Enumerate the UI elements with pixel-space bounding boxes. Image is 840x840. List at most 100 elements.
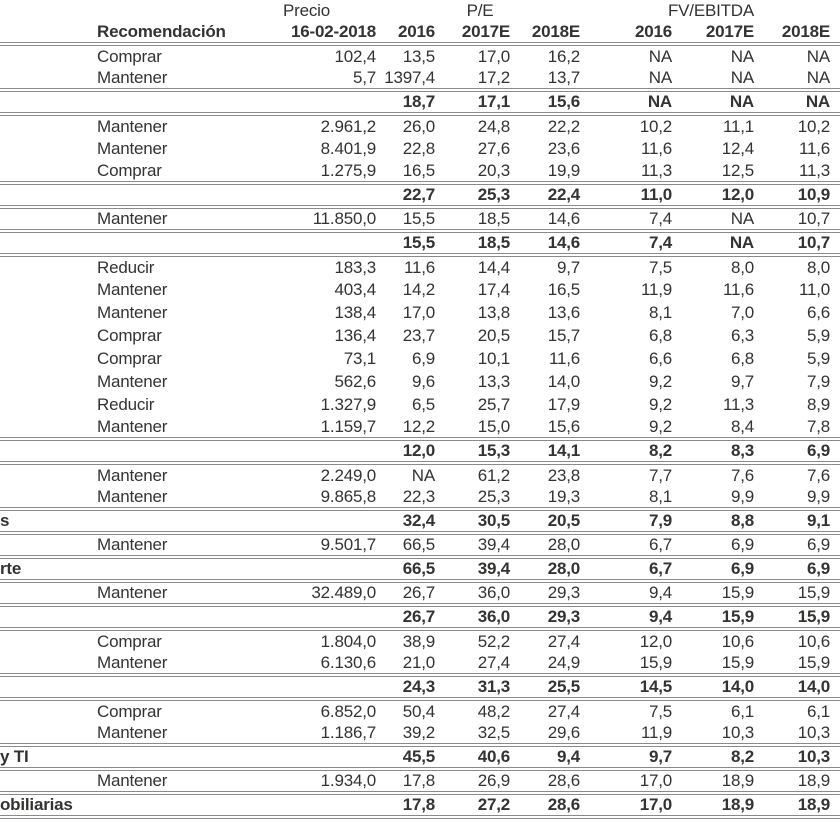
cell-pe-2016: 12,2 (402, 416, 435, 436)
cell-pe-2018e: 27,4 (547, 701, 580, 721)
cell-fv-2017e: NA (730, 46, 754, 66)
cell-pe-2016: 38,9 (402, 631, 435, 651)
cell-pe-2018e: 29,6 (547, 722, 580, 742)
cell-pe-2017e: 15,0 (477, 416, 510, 436)
cell-fv-2018e: 11,0 (798, 279, 830, 299)
cell-pe-2018e: 15,6 (512, 88, 582, 116)
cell-pe-2017e: 13,8 (477, 302, 510, 322)
cell-pe-2017e: 39,4 (437, 555, 512, 583)
cell-fv-2016: 7,5 (648, 701, 672, 721)
cell-sector (0, 629, 95, 652)
cell-sector (0, 652, 95, 675)
cell-precio: 2.961,2 (320, 116, 377, 136)
cell-sector (0, 370, 95, 393)
cell-sector: rte (0, 555, 95, 583)
financial-table: Precio P/E FV/EBITDA Recomendación 16-02… (0, 0, 840, 819)
summary-row: 24,3 31,3 25,5 14,5 14,0 14,0 (0, 673, 840, 701)
data-row: Comprar 6.852,0 50,4 48,2 27,4 7,5 6,1 6,1 (0, 699, 840, 722)
cell-pe-2016: 14,2 (402, 279, 435, 299)
cell-pe-2016: 12,0 (378, 437, 437, 465)
cell-precio: 9.501,7 (320, 535, 377, 554)
cell-pe-2018e: 22,4 (512, 181, 582, 209)
cell-precio (235, 791, 378, 819)
cell-sector: s (0, 507, 95, 535)
cell-fv-2018e: 10,2 (797, 116, 830, 136)
table-header: Precio P/E FV/EBITDA Recomendación 16-02… (0, 0, 840, 46)
cell-pe-2017e: 17,1 (437, 88, 512, 116)
cell-fv-2017e: 6,3 (730, 325, 754, 345)
cell-pe-2016: 66,5 (402, 535, 435, 554)
cell-pe-2017e: 32,5 (477, 722, 510, 742)
cell-sector (0, 722, 95, 745)
cell-fv-2018e: 11,3 (798, 160, 830, 180)
col-header-recomendacion: Recomendación (95, 22, 235, 46)
col-header-fv-2018e: 2018E (756, 22, 840, 46)
data-row: Comprar 73,1 6,9 10,1 11,6 6,6 6,8 5,9 (0, 347, 840, 370)
cell-pe-2018e: 19,3 (547, 486, 580, 506)
cell-precio: 11.850,0 (312, 209, 377, 228)
cell-fv-2016: 11,9 (640, 722, 672, 742)
cell-fv-2018e: 8,9 (806, 394, 830, 414)
cell-fv-2017e: NA (730, 67, 754, 87)
cell-pe-2018e: 17,9 (547, 394, 580, 414)
cell-pe-2018e: 14,6 (512, 229, 582, 257)
data-row: Reducir 183,3 11,6 14,4 9,7 7,5 8,0 8,0 (0, 255, 840, 278)
cell-pe-2017e: 27,6 (477, 138, 510, 158)
cell-fv-2018e: 6,9 (806, 535, 830, 554)
cell-recomendacion: Comprar (97, 631, 162, 651)
cell-precio: 562,6 (334, 371, 376, 391)
header-group-row: Precio P/E FV/EBITDA (0, 0, 840, 22)
cell-fv-2016: 6,7 (582, 555, 674, 583)
cell-fv-2016: 7,5 (648, 257, 672, 277)
cell-fv-2018e: 10,3 (756, 743, 840, 771)
cell-fv-2017e: 8,4 (730, 416, 754, 436)
cell-fv-2018e: 11,6 (798, 138, 830, 158)
cell-precio: 73,1 (343, 348, 376, 368)
cell-recomendacion: Mantener (97, 465, 168, 485)
cell-fv-2018e: 9,9 (806, 486, 830, 506)
cell-pe-2016: 17,0 (402, 302, 435, 322)
cell-pe-2017e: 17,0 (477, 46, 510, 66)
cell-fv-2016: 9,2 (648, 394, 672, 414)
cell-pe-2018e: 28,6 (512, 791, 582, 819)
cell-precio: 9.865,8 (320, 486, 377, 506)
cell-fv-2016: 7,4 (648, 209, 672, 228)
cell-precio: 1.327,9 (320, 394, 377, 414)
col-header-pe-2016: 2016 (378, 22, 437, 46)
cell-sector (0, 114, 95, 137)
cell-precio (235, 673, 378, 701)
cell-fv-2016: 6,8 (648, 325, 672, 345)
cell-pe-2016: 15,5 (378, 229, 437, 257)
cell-fv-2018e: 6,9 (756, 555, 840, 583)
cell-pe-2018e: 16,2 (547, 46, 580, 66)
cell-pe-2017e: 52,2 (477, 631, 510, 651)
cell-sector (0, 769, 95, 793)
summary-row: 15,5 18,5 14,6 7,4 NA 10,7 (0, 229, 840, 257)
cell-sector (0, 699, 95, 722)
cell-pe-2017e: 25,7 (477, 394, 510, 414)
cell-fv-2017e: 6,9 (674, 555, 756, 583)
cell-fv-2016: NA (648, 67, 672, 87)
cell-fv-2018e: 5,9 (806, 348, 830, 368)
cell-recomendacion: Reducir (97, 394, 155, 414)
cell-fv-2017e: 8,8 (674, 507, 756, 535)
table-body: Comprar 102,4 13,5 17,0 16,2 NA NA NA Mantener 5,… (0, 44, 840, 819)
cell-sector (0, 229, 95, 257)
data-row: Mantener 32.489,0 26,7 36,0 29,3 9,4 15,9 15,9 (0, 581, 840, 605)
cell-precio: 136,4 (334, 325, 376, 345)
cell-sector (0, 301, 95, 324)
cell-pe-2018e: 11,6 (548, 348, 580, 368)
data-row: Mantener 6.130,6 21,0 27,4 24,9 15,9 15,9 15,9 (0, 652, 840, 675)
cell-recomendacion: Mantener (97, 535, 168, 554)
cell-pe-2017e: 40,6 (437, 743, 512, 771)
cell-pe-2016: 26,7 (378, 603, 437, 631)
cell-fv-2017e: 10,3 (721, 722, 754, 742)
cell-recomendacion (95, 229, 235, 257)
cell-sector (0, 437, 95, 465)
data-row: Mantener 5,7 1397,4 17,2 13,7 NA NA NA (0, 67, 840, 90)
cell-recomendacion: Comprar (97, 325, 162, 345)
col-header-pe-2017e: 2017E (437, 22, 512, 46)
cell-pe-2016: 66,5 (378, 555, 437, 583)
data-row: Mantener 11.850,0 15,5 18,5 14,6 7,4 NA 10,7 (0, 207, 840, 231)
data-row: Mantener 9.865,8 22,3 25,3 19,3 8,1 9,9 9,9 (0, 486, 840, 509)
